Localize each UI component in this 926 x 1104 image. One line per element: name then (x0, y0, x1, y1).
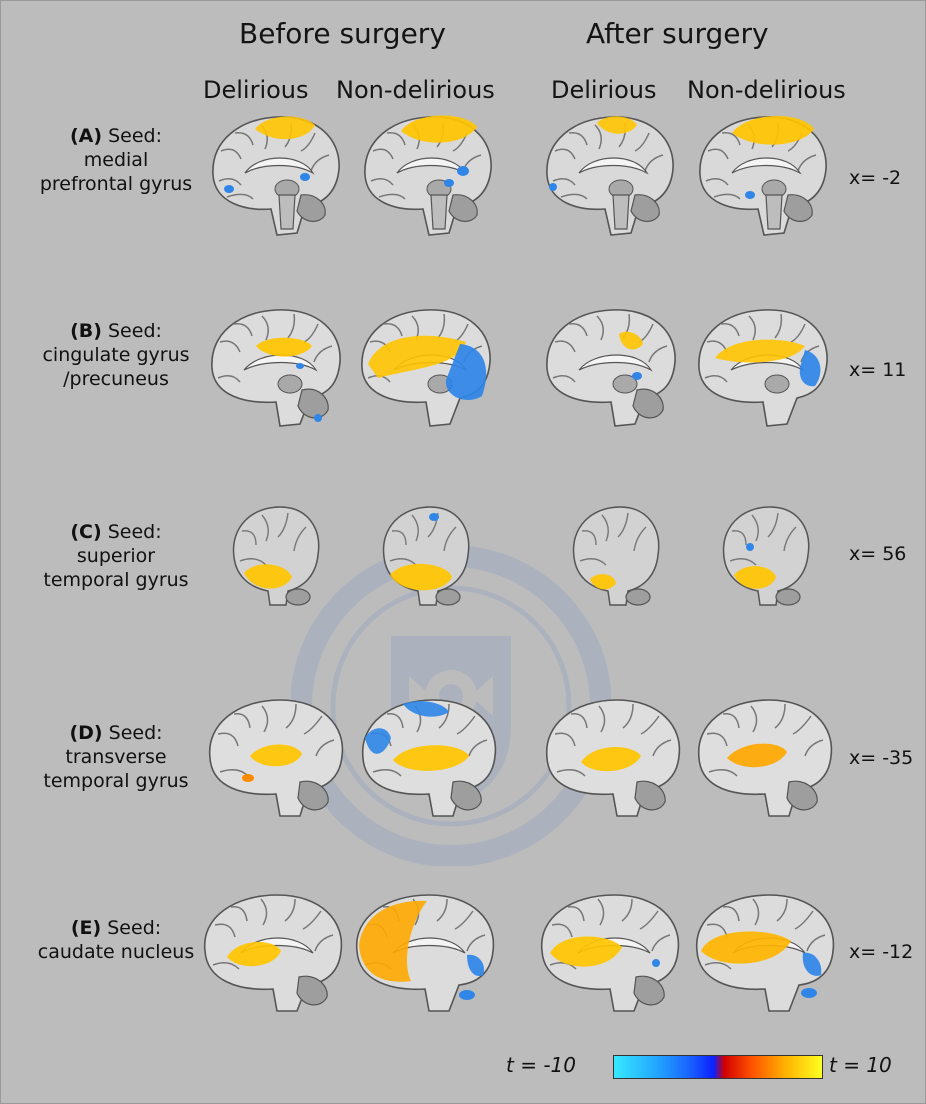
row-tag: (C) (70, 521, 102, 543)
column-title-after-non-delirious: Non-delirious (687, 76, 846, 104)
seed-region-line: superior (76, 545, 156, 567)
brain-slice-d-before-delirious (204, 696, 349, 821)
seed-region-line: transverse (65, 746, 167, 768)
brain-slice-a-before-non-delirious (356, 111, 498, 241)
seed-label: Seed: (108, 125, 163, 147)
brain-slice-e-after-delirious (536, 891, 686, 1016)
seed-label: Seed: (108, 320, 162, 342)
brain-slice-e-after-non-delirious (691, 891, 841, 1016)
row-label-e: (E) Seed: caudate nucleus (16, 916, 216, 964)
row-tag: (B) (70, 320, 102, 342)
brain-slice-d-after-non-delirious (693, 696, 838, 821)
row-label-b: (B) Seed: cingulate gyrus /precuneus (16, 319, 216, 391)
seed-region-line: medial (83, 149, 149, 171)
row-tag: (A) (69, 125, 103, 147)
seed-region-line: prefrontal gyrus (39, 173, 193, 195)
seed-label: Seed: (108, 722, 163, 744)
seed-label: Seed: (107, 521, 162, 543)
brain-slice-b-after-delirious (541, 306, 681, 431)
column-title-before-non-delirious: Non-delirious (336, 76, 495, 104)
slice-coordinate-c: x= 56 (849, 543, 907, 565)
column-title-before-delirious: Delirious (203, 76, 309, 104)
t-statistic-colorbar (613, 1055, 823, 1079)
brain-slice-c-before-non-delirious (376, 501, 476, 611)
brain-slice-b-before-non-delirious (356, 306, 496, 431)
row-label-a: (A) Seed: medial prefrontal gyrus (16, 124, 216, 196)
colorbar-min-label: t = -10 (506, 1053, 576, 1077)
row-label-d: (D) Seed: transverse temporal gyrus (16, 721, 216, 793)
column-title-after-delirious: Delirious (551, 76, 657, 104)
slice-coordinate-a: x= -2 (849, 167, 902, 189)
seed-region-line: temporal gyrus (43, 770, 189, 792)
brain-slice-d-before-non-delirious (357, 696, 502, 821)
slice-coordinate-d: x= -35 (849, 747, 914, 769)
slice-coordinate-b: x= 11 (849, 359, 907, 381)
brain-slice-c-after-delirious (566, 501, 666, 611)
brain-slice-a-before-delirious (204, 111, 346, 241)
brain-slice-d-after-delirious (541, 696, 686, 821)
before-surgery-title: Before surgery (239, 17, 446, 50)
brain-slice-c-after-non-delirious (716, 501, 816, 611)
seed-region-line: cingulate gyrus (42, 344, 190, 366)
brain-slice-b-after-non-delirious (693, 306, 833, 431)
row-tag: (D) (69, 722, 103, 744)
brain-slice-a-after-non-delirious (691, 111, 833, 241)
seed-region-line: /precuneus (63, 368, 169, 390)
seed-region-line: caudate nucleus (37, 941, 195, 963)
seed-region-line: temporal gyrus (43, 569, 189, 591)
brain-slice-c-before-delirious (226, 501, 326, 611)
row-tag: (E) (70, 917, 102, 939)
seed-label: Seed: (107, 917, 162, 939)
slice-coordinate-e: x= -12 (849, 941, 914, 963)
brain-slice-e-before-non-delirious (351, 891, 501, 1016)
row-label-c: (C) Seed: superior temporal gyrus (16, 520, 216, 592)
colorbar-max-label: t = 10 (829, 1053, 892, 1077)
brain-slice-a-after-delirious (538, 111, 680, 241)
after-surgery-title: After surgery (586, 17, 769, 50)
brain-slice-b-before-delirious (206, 306, 346, 431)
brain-slice-e-before-delirious (199, 891, 349, 1016)
